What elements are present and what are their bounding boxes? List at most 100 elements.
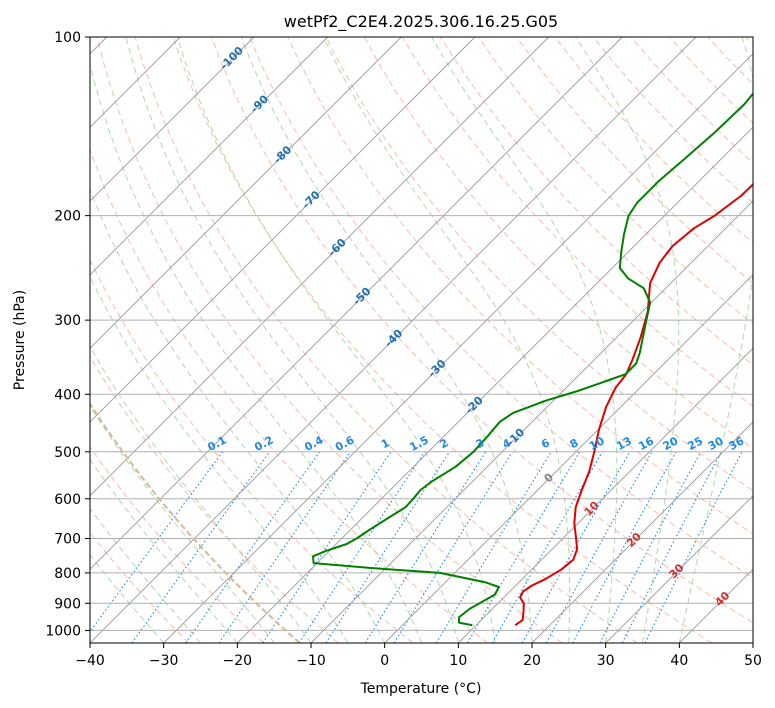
x-tick-label: 30	[597, 653, 615, 669]
moist-adiabat-line	[90, 62, 422, 643]
isotherm-label: -30	[425, 357, 448, 380]
x-tick-label: −10	[296, 653, 326, 669]
mixing-ratio-line	[364, 451, 487, 643]
mixing-ratio-label: 0.6	[333, 433, 357, 454]
dry-adiabat-line	[90, 445, 264, 643]
dry-adiabat-line	[325, 37, 753, 492]
dry-adiabat-line	[90, 355, 339, 643]
isotherm-line	[90, 37, 550, 497]
dry-adiabat-line	[249, 37, 753, 579]
x-axis-title: Temperature (°C)	[360, 681, 482, 697]
dry-adiabat-line	[96, 37, 563, 643]
moist-adiabat-line	[125, 37, 459, 643]
temperature-series-line	[514, 183, 753, 627]
isotherm-line	[605, 495, 753, 643]
isotherm-label: -100	[217, 44, 246, 73]
y-tick-label: 700	[54, 532, 81, 548]
isotherm-line	[90, 37, 402, 349]
mixing-ratio-label: 1.5	[407, 433, 430, 454]
y-axis-title: Pressure (hPa)	[12, 290, 28, 390]
y-tick-label: 400	[54, 387, 81, 403]
dewpoint-series-line	[312, 92, 753, 627]
isotherm-label: 40	[712, 589, 732, 609]
dry-adiabat-line	[439, 37, 753, 366]
y-axis-ticks: 100 200 300 400 500 600 700 800 900 1000	[45, 30, 90, 639]
x-tick-label: 20	[523, 653, 541, 669]
isotherm-line	[90, 37, 476, 423]
mixing-ratio-label: 0.1	[205, 433, 228, 454]
moist-adiabat-line	[678, 37, 753, 643]
dry-adiabat-line	[172, 37, 712, 643]
mixing-ratio-label: 36	[727, 434, 747, 453]
dry-adiabat-line	[516, 37, 753, 284]
dry-adiabat-line	[134, 37, 638, 643]
mixing-ratio-line	[545, 451, 653, 643]
y-tick-label: 900	[54, 596, 81, 612]
isotherm-line	[310, 200, 753, 643]
mixing-ratio-lines	[90, 451, 743, 643]
mixing-ratio-line	[90, 451, 224, 633]
plot-area: -100-90-80-70-60-50-40-30-20-10010203040…	[90, 37, 753, 643]
moist-adiabat-line	[176, 37, 496, 643]
mixing-ratio-line	[325, 451, 451, 643]
mixing-ratio-label: 6	[539, 436, 552, 451]
x-tick-label: 0	[380, 653, 389, 669]
mixing-ratio-line	[521, 451, 631, 643]
isotherm-label: 20	[624, 530, 644, 550]
mixing-ratio-label: 10	[587, 434, 607, 453]
dry-adiabat-line	[669, 37, 753, 125]
mixing-ratio-label: 25	[685, 434, 705, 453]
isotherm-label: -20	[463, 393, 486, 416]
mixing-ratio-label: 20	[661, 434, 681, 453]
isotherm-label: -80	[271, 143, 294, 166]
dry-adiabat-line	[478, 37, 753, 325]
plot-frame	[89, 36, 754, 644]
moist-adiabat-line	[90, 554, 165, 643]
mixing-ratio-line	[262, 451, 392, 643]
isotherm-line	[90, 37, 255, 202]
mixing-ratio-line	[644, 451, 743, 643]
moist-adiabat-line	[575, 37, 680, 643]
mixing-ratio-label: 13	[614, 434, 634, 453]
dry-adiabat-line	[745, 37, 753, 46]
dry-adiabat-line	[211, 37, 753, 624]
moist-adiabats	[90, 37, 753, 643]
dry-adiabat-line	[554, 37, 753, 244]
moist-adiabat-line	[323, 37, 571, 643]
isotherm-label: -60	[326, 236, 349, 259]
dry-adiabat-line	[707, 37, 753, 85]
moist-adiabat-line	[431, 37, 618, 643]
isotherm-line	[90, 37, 697, 643]
x-tick-label: 40	[670, 653, 688, 669]
isotherm-label: -90	[248, 92, 271, 115]
isotherm-line	[531, 421, 753, 643]
isotherm-line	[678, 568, 753, 643]
y-tick-label: 500	[54, 445, 81, 461]
chart-title: wetPf2_C2E4.2025.306.16.25.G05	[284, 12, 558, 32]
isotherm-label: -70	[300, 188, 323, 211]
y-tick-label: 100	[54, 30, 81, 46]
isotherm-line	[163, 53, 753, 643]
isotherm-label: -40	[382, 326, 405, 349]
mixing-ratio-label: 1	[379, 436, 392, 451]
moist-adiabat-line	[90, 507, 201, 643]
mixing-ratio-label: 30	[706, 434, 726, 453]
y-tick-label: 800	[54, 566, 81, 582]
mixing-ratio-line	[218, 451, 351, 643]
isotherm-line	[236, 126, 753, 643]
dry-adiabat-line	[287, 37, 753, 535]
dry-adiabat-line	[90, 258, 414, 643]
isotherm-line	[384, 274, 753, 643]
y-tick-label: 200	[54, 209, 81, 225]
dry-adiabats	[90, 37, 753, 643]
moist-adiabat-line	[90, 405, 275, 643]
dry-adiabat-line	[90, 148, 488, 643]
moist-adiabat-line	[240, 37, 533, 643]
mixing-ratio-label: 0.4	[302, 433, 326, 454]
x-tick-label: −40	[75, 653, 105, 669]
mixing-ratio-line	[599, 451, 702, 643]
isotherm-line	[90, 37, 329, 276]
dry-adiabat-line	[592, 37, 753, 204]
x-tick-label: −20	[223, 653, 253, 669]
